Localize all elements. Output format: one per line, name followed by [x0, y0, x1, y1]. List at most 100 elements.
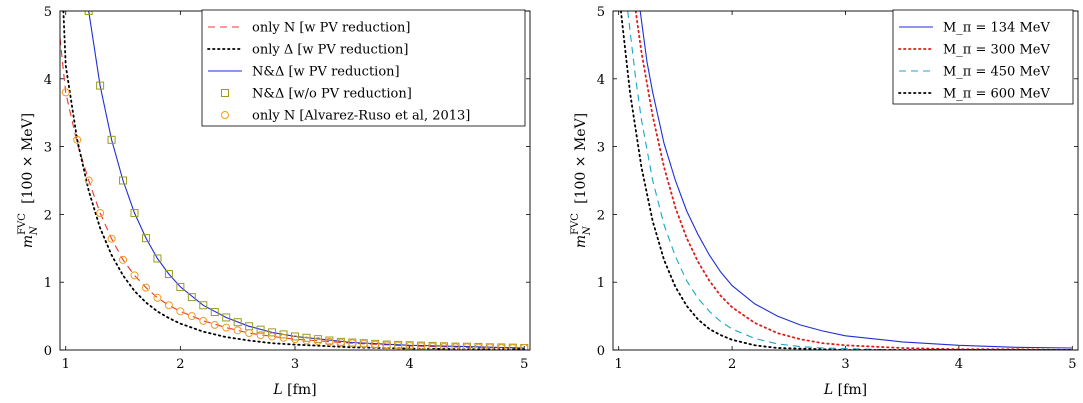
plot-frame	[612, 10, 1079, 351]
y-tick-label: 4	[44, 73, 52, 88]
legend-label: M_π = 450 MeV	[943, 65, 1050, 80]
data-point-circle	[440, 342, 449, 350]
y-tick-label: 2	[44, 208, 52, 223]
data-point-circle	[256, 331, 265, 340]
legend-label: only Δ [w PV reduction]	[252, 43, 409, 58]
data-point-square	[222, 313, 231, 322]
data-point-circle	[405, 341, 414, 350]
data-point-square	[279, 330, 288, 339]
x-tick-label: 4	[955, 357, 963, 372]
y-tick-label: 1	[597, 276, 605, 291]
data-point-circle	[199, 316, 208, 325]
x-tick-label: 5	[1068, 357, 1076, 372]
data-point-circle	[485, 343, 494, 350]
data-point-square	[164, 270, 173, 279]
data-point-circle	[474, 343, 483, 350]
data-point-circle	[325, 337, 334, 346]
data-point-circle	[210, 320, 219, 329]
data-point-circle	[428, 342, 437, 350]
data-point-square	[187, 293, 196, 302]
data-point-square	[210, 308, 219, 317]
series-1	[62, 11, 526, 350]
y-tick-label: 0	[44, 344, 52, 359]
data-point-circle	[73, 135, 82, 144]
data-point-circle	[497, 343, 506, 350]
data-point-circle	[84, 176, 93, 185]
series-line	[639, 11, 1073, 349]
x-tick-label: 5	[520, 357, 528, 372]
data-point-circle	[187, 312, 196, 321]
data-point-circle	[371, 340, 380, 349]
data-point-circle	[141, 283, 150, 292]
data-point-square	[84, 11, 93, 15]
data-point-square	[233, 318, 242, 327]
legend-label: only N [w PV reduction]	[252, 21, 410, 36]
legend-marker	[221, 111, 229, 119]
series-line	[62, 11, 526, 350]
y-tick-label: 1	[44, 276, 52, 291]
y-tick-label: 3	[597, 141, 605, 156]
series-0	[639, 11, 1073, 349]
data-point-circle	[451, 343, 460, 350]
legend-label: N&Δ [w/o PV reduction]	[252, 87, 412, 102]
y-axis-label: mFVCN [100 × MeV]	[17, 113, 40, 248]
data-point-circle	[61, 88, 70, 97]
x-axis-label: L [fm]	[272, 382, 316, 398]
x-tick-label: 2	[728, 357, 736, 372]
data-point-circle	[164, 301, 173, 310]
legend-label: N&Δ [w PV reduction]	[252, 65, 400, 80]
data-point-circle	[245, 329, 254, 338]
data-point-square	[153, 254, 162, 263]
data-point-square	[199, 301, 208, 310]
legend: only N [w PV reduction] only Δ [w PV redu…	[201, 9, 526, 127]
data-point-square	[119, 176, 128, 185]
data-point-circle	[313, 337, 322, 346]
series-2	[88, 11, 525, 349]
series-line	[60, 38, 525, 349]
data-point-circle	[359, 339, 368, 348]
data-point-circle	[222, 323, 231, 332]
data-point-square	[291, 332, 299, 341]
data-point-square	[176, 282, 185, 291]
legend-label: M_π = 134 MeV	[943, 21, 1050, 36]
data-point-circle	[153, 293, 162, 302]
data-point-square	[313, 335, 322, 344]
x-tick-label: 1	[615, 357, 623, 372]
data-point-circle	[348, 339, 357, 348]
data-point-circle	[394, 341, 403, 350]
data-point-circle	[176, 307, 185, 316]
series-2	[627, 11, 1073, 350]
data-point-circle	[119, 255, 128, 264]
y-axis-label: mFVCN [100 × MeV]	[570, 113, 593, 248]
data-point-circle	[279, 333, 288, 342]
series-line	[627, 11, 1073, 350]
data-point-square	[141, 234, 150, 243]
data-point-circle	[130, 271, 139, 280]
data-point-circle	[462, 343, 471, 350]
y-tick-label: 3	[44, 141, 52, 156]
series-0	[60, 38, 525, 349]
legend-label: M_π = 300 MeV	[943, 43, 1050, 58]
data-point-circle	[302, 336, 311, 345]
data-point-square	[302, 333, 311, 342]
data-point-square	[96, 81, 105, 90]
x-tick-label: 3	[291, 357, 299, 372]
data-point-circle	[382, 341, 391, 350]
data-point-circle	[508, 343, 517, 350]
data-point-circle	[336, 338, 345, 347]
legend: M_π = 134 MeV M_π = 300 MeV M_π = 450 MeV M…	[892, 9, 1074, 105]
legend-label: only N [Alvarez-Ruso et al, 2013]	[252, 109, 470, 124]
x-tick-label: 4	[405, 357, 413, 372]
data-point-circle	[233, 326, 242, 335]
y-tick-label: 5	[44, 5, 52, 20]
series-line	[88, 11, 525, 349]
data-point-circle	[291, 335, 299, 344]
data-point-circle	[107, 234, 116, 243]
legend-label: M_π = 600 MeV	[943, 87, 1050, 102]
data-point-square	[256, 325, 265, 334]
x-axis-label: L [fm]	[823, 382, 867, 398]
x-tick-label: 1	[62, 357, 70, 372]
